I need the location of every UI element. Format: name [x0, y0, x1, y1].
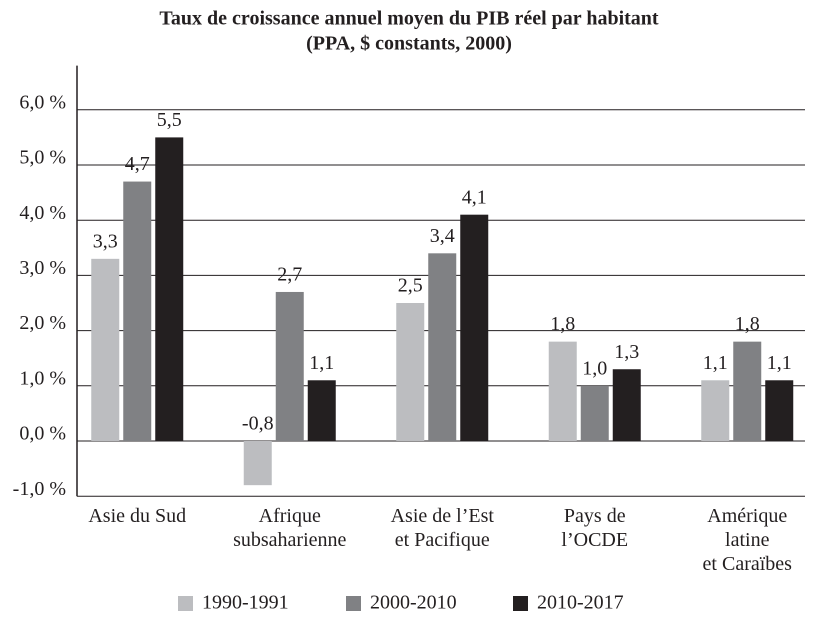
- chart-subtitle: (PPA, $ constants, 2000): [306, 33, 512, 55]
- x-tick-label: Pays de l’OCDE: [561, 505, 629, 552]
- data-label: 1,1: [703, 352, 728, 374]
- data-label: 1,1: [309, 352, 334, 374]
- legend-label: 2010-2017: [537, 592, 624, 614]
- data-label: -0,8: [242, 413, 274, 435]
- bar: [580, 385, 609, 441]
- bar: [243, 441, 272, 486]
- bar: [612, 369, 641, 441]
- legend-label: 2000-2010: [370, 592, 457, 614]
- legend-swatch: [178, 596, 193, 611]
- data-label: 2,5: [398, 275, 423, 297]
- bar: [91, 258, 120, 441]
- y-tick-label: 2,0 %: [19, 312, 66, 334]
- bar: [460, 214, 489, 441]
- data-label: 1,3: [614, 341, 639, 363]
- data-label: 2,7: [277, 264, 302, 286]
- legend-swatch: [513, 596, 528, 611]
- x-tick-label: Asie du Sud: [88, 505, 187, 528]
- bar: [765, 380, 794, 441]
- bar: [123, 181, 152, 441]
- y-tick-label: 5,0 %: [19, 147, 66, 169]
- bar: [275, 291, 304, 441]
- data-label: 4,7: [125, 153, 150, 175]
- data-label: 4,1: [462, 186, 487, 208]
- legend-swatch: [346, 596, 361, 611]
- bar: [548, 341, 577, 441]
- y-tick-label: 6,0 %: [19, 91, 66, 113]
- y-tick-label: 4,0 %: [19, 202, 66, 224]
- y-tick-label: 1,0 %: [19, 367, 66, 389]
- data-label: 3,4: [430, 225, 455, 247]
- x-tick-label: Asie de l’Est et Pacifique: [390, 505, 494, 552]
- x-tick-label: Afrique subsaharienne: [233, 505, 347, 552]
- x-tick-label: Amérique latine et Caraïbes: [702, 505, 792, 576]
- bar: [428, 253, 457, 441]
- y-tick-label: 0,0 %: [19, 423, 66, 445]
- data-label: 5,5: [157, 109, 182, 131]
- bar: [733, 341, 762, 441]
- data-label: 1,8: [735, 313, 760, 335]
- bar: [701, 380, 730, 441]
- y-tick-label: 3,0 %: [19, 257, 66, 279]
- bar: [307, 380, 336, 441]
- bar: [396, 303, 425, 441]
- legend-label: 1990-1991: [202, 592, 289, 614]
- data-label: 1,1: [767, 352, 792, 374]
- data-label: 1,0: [582, 357, 607, 379]
- data-label: 3,3: [93, 230, 118, 252]
- data-label: 1,8: [550, 313, 575, 335]
- chart-title: Taux de croissance annuel moyen du PIB r…: [159, 8, 658, 30]
- bar: [155, 137, 184, 441]
- y-tick-label: -1,0 %: [13, 478, 66, 500]
